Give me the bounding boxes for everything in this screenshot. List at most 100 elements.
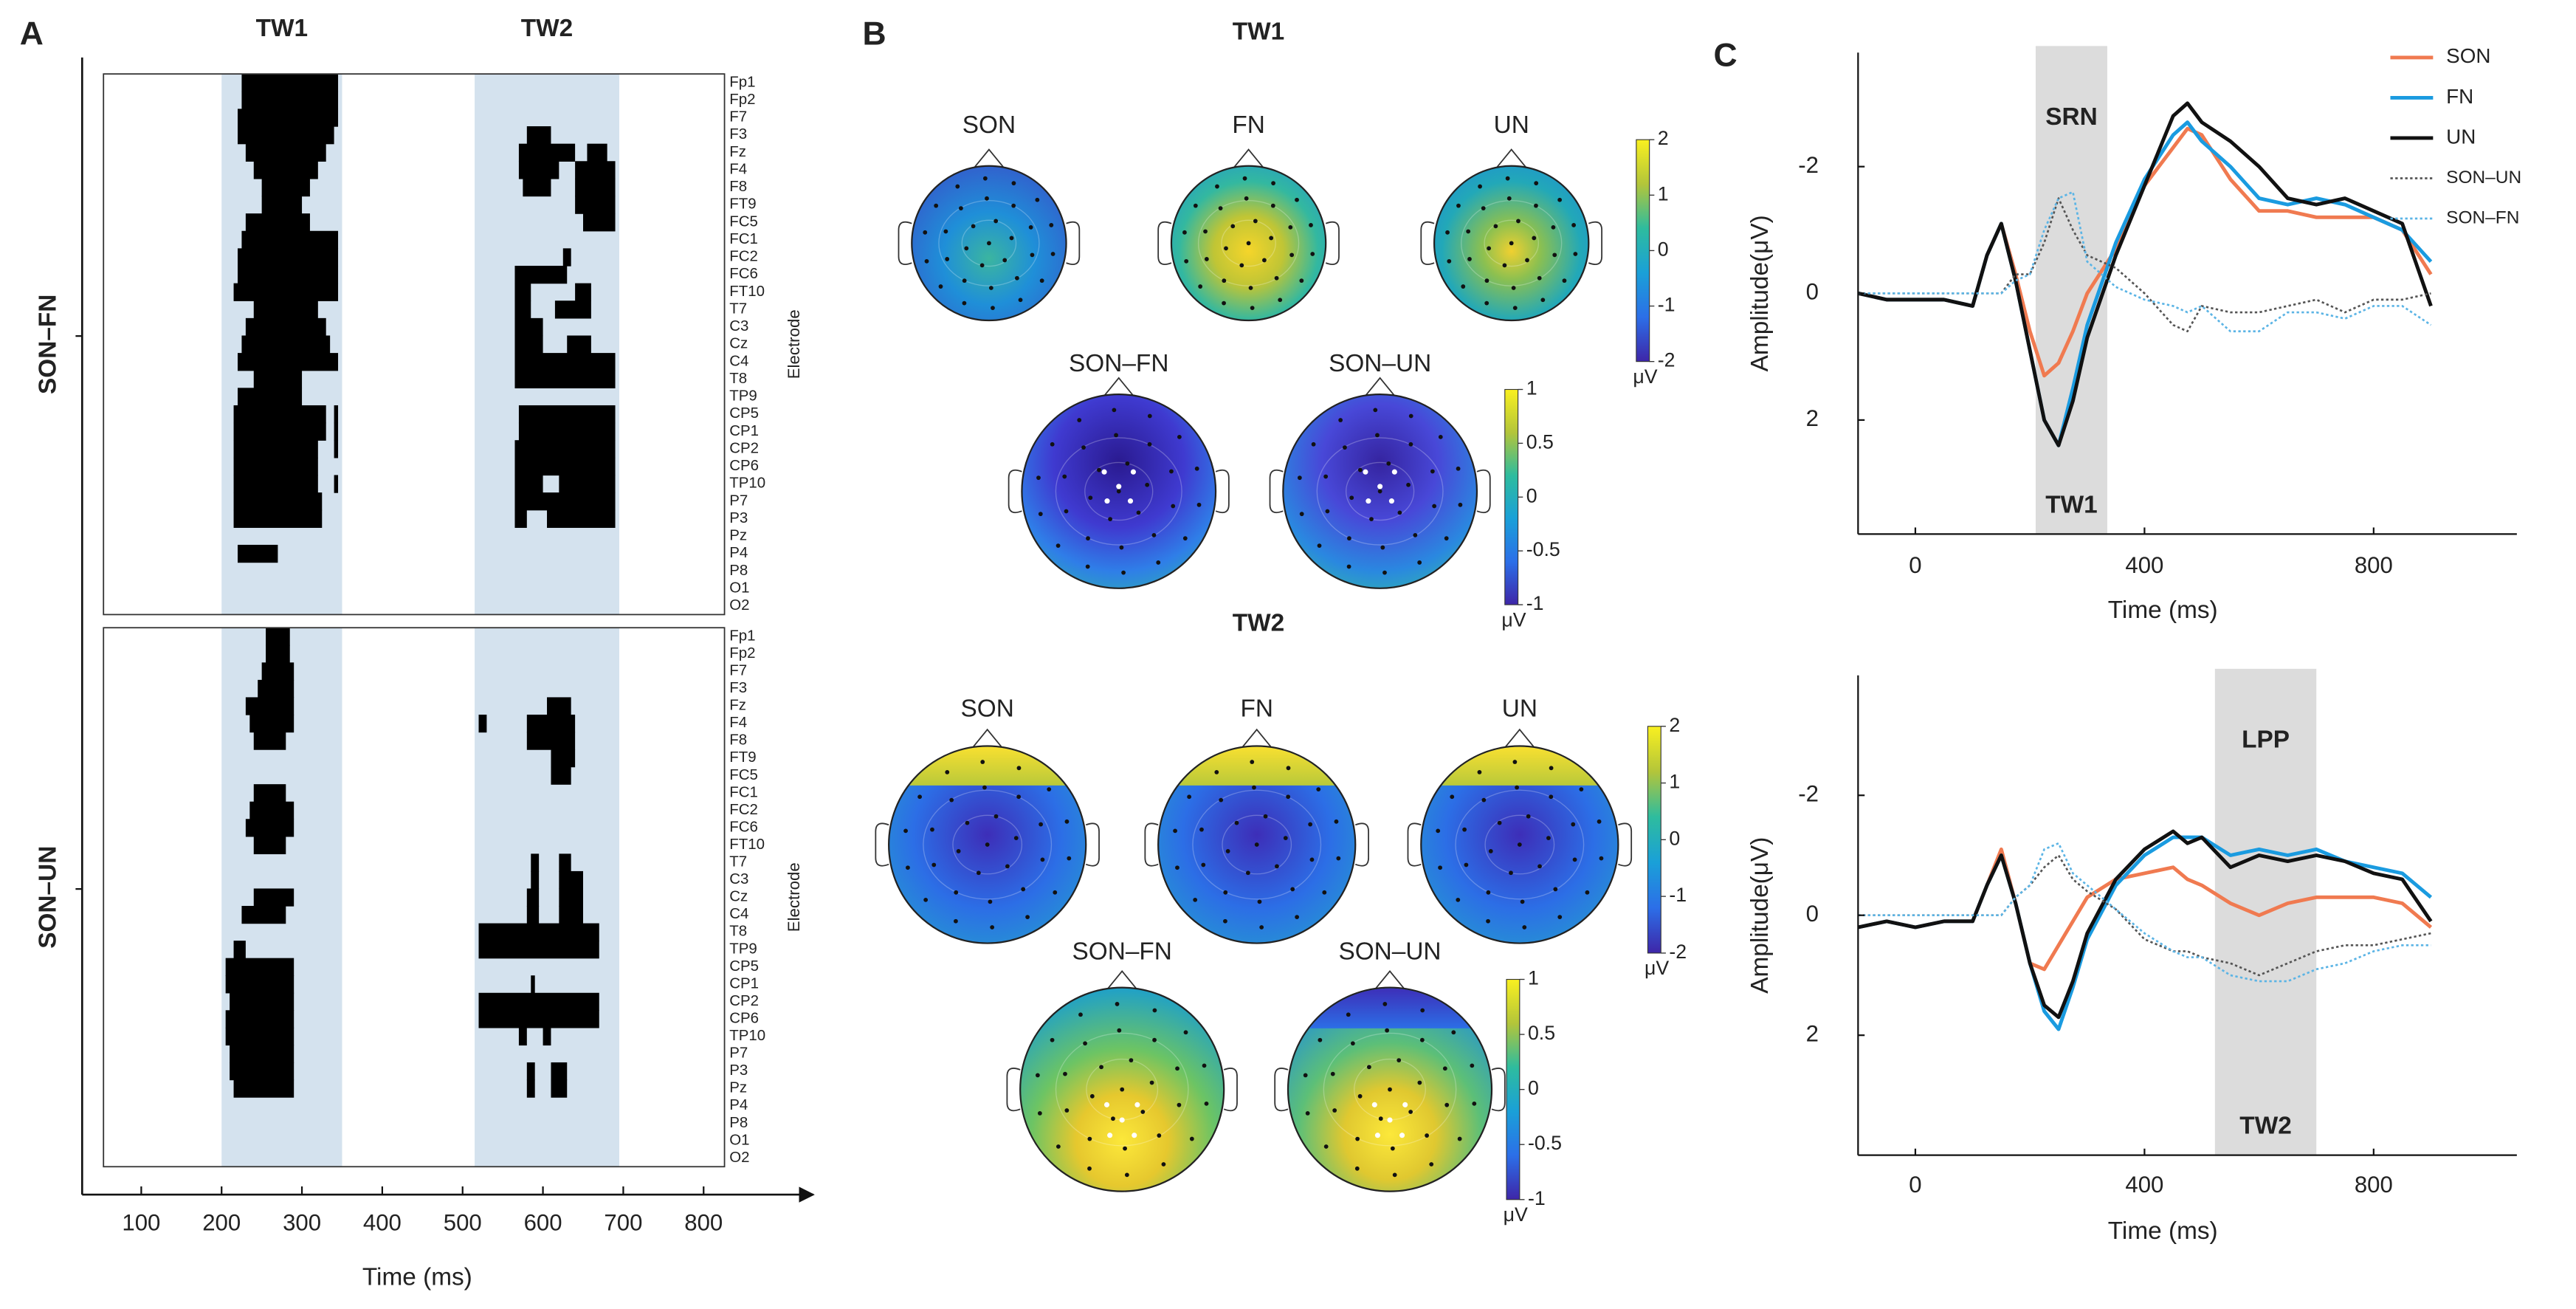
topomap-ear [1274, 1068, 1289, 1112]
significant-electrode [1363, 469, 1368, 475]
electrode-dot [1199, 827, 1204, 832]
electrode-dot [1493, 224, 1498, 229]
electrode-label: P8 [729, 562, 748, 579]
electrode-dot [1262, 258, 1267, 263]
electrode-dot [1456, 203, 1461, 208]
electrode-dot [1234, 820, 1239, 825]
significance-block [253, 370, 303, 389]
electrode-dot [991, 306, 995, 311]
electrode-dot [979, 263, 985, 268]
colorbar-tick-label: 0.5 [1526, 430, 1554, 453]
significance-block [514, 300, 531, 319]
window-label: TW1 [256, 15, 308, 42]
electrode-dot [1430, 469, 1435, 474]
electrode-label: FC2 [729, 801, 758, 818]
electrode-dot [1123, 1146, 1127, 1151]
topomap-nose [971, 728, 1003, 749]
electrode-dot [1018, 298, 1023, 303]
topomap-ear [1085, 822, 1100, 867]
electrode-label: Fz [729, 697, 746, 714]
x-tick-label: 0 [1909, 1172, 1921, 1198]
electrode-dot [1488, 849, 1493, 853]
electrode-dot [1067, 856, 1072, 861]
electrode-dot [949, 797, 954, 803]
significant-electrode [1104, 498, 1110, 504]
topomap [1269, 377, 1491, 589]
topomap-band [889, 746, 1086, 786]
electrode-dot [1196, 502, 1202, 507]
significance-block [237, 248, 339, 267]
significance-block [334, 405, 339, 424]
significance-block [233, 457, 318, 476]
significance-block [478, 923, 599, 941]
electrode-dot [1346, 564, 1351, 569]
significant-electrode [1391, 469, 1397, 475]
electrode-dot [1147, 442, 1152, 447]
significance-block [551, 766, 571, 785]
electrode-dot [1175, 1066, 1179, 1071]
electrode-dot [1585, 890, 1590, 895]
electrode-dot [1380, 545, 1385, 550]
electrode-dot [1193, 897, 1198, 902]
electrode-dot [1250, 760, 1255, 764]
electrode-dot [1244, 196, 1249, 201]
electrode-label: FT10 [729, 283, 765, 300]
significance-block [526, 714, 576, 733]
topomap-ear [1144, 822, 1159, 867]
electrode-dot [1049, 223, 1054, 227]
electrode-dot [1481, 797, 1487, 803]
electrode-dot [1484, 300, 1490, 306]
electrode-dot [1202, 1063, 1207, 1068]
electrode-dot [1015, 275, 1019, 281]
significance-block [514, 457, 616, 476]
significance-block [575, 178, 616, 197]
significant-electrode [1101, 469, 1107, 475]
electrode-label: C4 [729, 905, 748, 922]
significance-block [583, 213, 616, 232]
electrode-dot [1064, 1108, 1070, 1113]
electrode-dot [1456, 466, 1461, 471]
electrode-dot [1288, 224, 1293, 230]
electrode-dot [1334, 819, 1339, 824]
electrode-dot [1290, 887, 1295, 892]
significance-block [531, 870, 540, 890]
electrode-dot [1035, 1073, 1040, 1078]
x-tick-label: 300 [283, 1209, 321, 1235]
significance-block [514, 475, 543, 493]
electrode-label: Cz [729, 335, 748, 352]
electrode-label: FT9 [729, 196, 756, 213]
electrode-dot [1382, 1002, 1388, 1006]
topomap-contour [1346, 461, 1415, 521]
topomap-contour [1197, 199, 1300, 286]
electrode-dot [1534, 203, 1538, 208]
contrast-label: SON–FN [35, 295, 62, 394]
significance-block [261, 662, 295, 681]
electrode-dot [1016, 794, 1022, 800]
electrode-dot [1462, 827, 1467, 832]
electrode-dot [1323, 474, 1329, 479]
colorbar-tick-label: 0 [1669, 827, 1680, 849]
electrode-dot [1597, 819, 1602, 824]
electrode-dot [1278, 298, 1283, 303]
electrode-dot [1222, 278, 1227, 284]
electrode-label: CP5 [729, 405, 759, 422]
electrode-dot [1037, 1111, 1042, 1116]
electrode-dot [1318, 1037, 1323, 1042]
electrode-dot [1270, 203, 1275, 208]
electrode-dot [1472, 1101, 1477, 1106]
electrode-dot [1030, 252, 1035, 258]
electrode-dot [1184, 258, 1189, 264]
electrode-dot [1187, 794, 1192, 800]
colorbar-tick-label: -0.5 [1526, 538, 1560, 560]
topomap-nose [1495, 148, 1527, 168]
electrode-dot [1456, 897, 1461, 902]
y-axis-label: Amplitude(μV) [1746, 837, 1774, 994]
x-tick-label: 0 [1909, 552, 1921, 578]
electrode-dot [1025, 915, 1030, 920]
significant-electrode [1366, 498, 1371, 504]
significance-block [241, 74, 339, 92]
electrode-dot [1375, 433, 1380, 438]
significance-block [334, 440, 339, 458]
significance-block [334, 475, 339, 493]
